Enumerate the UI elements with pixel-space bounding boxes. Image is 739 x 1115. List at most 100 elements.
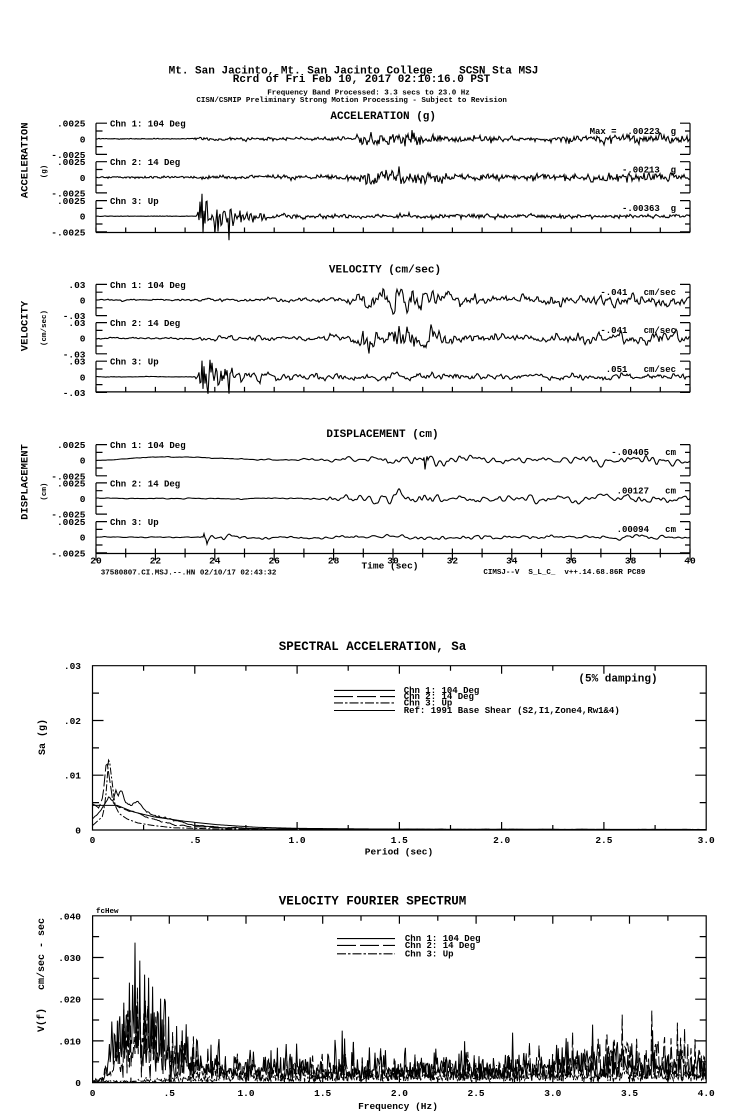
svg-text:VELOCITY: VELOCITY [20, 300, 32, 351]
svg-text:2.5: 2.5 [468, 1088, 485, 1099]
svg-text:0: 0 [75, 1078, 81, 1089]
svg-text:0: 0 [80, 212, 86, 223]
svg-text:0: 0 [80, 296, 86, 307]
svg-text:30: 30 [387, 556, 399, 567]
svg-text:.03: .03 [64, 661, 81, 672]
svg-text:1.0: 1.0 [289, 835, 306, 846]
svg-text:.0025: .0025 [57, 517, 86, 528]
svg-text:.00094 cm: .00094 cm [617, 525, 677, 535]
svg-text:-.0025: -.0025 [51, 510, 86, 521]
svg-text:22: 22 [150, 556, 162, 567]
svg-text:20: 20 [90, 556, 102, 567]
svg-text:.010: .010 [58, 1036, 81, 1047]
svg-text:Chn 2: 14 Deg: Chn 2: 14 Deg [405, 941, 475, 951]
svg-text:26: 26 [268, 556, 280, 567]
svg-text:0: 0 [75, 826, 81, 837]
svg-text:.03: .03 [68, 357, 85, 368]
svg-text:(5% damping): (5% damping) [578, 674, 657, 686]
svg-text:VELOCITY (cm/sec): VELOCITY (cm/sec) [329, 265, 441, 277]
svg-text:Chn 1: 104 Deg: Chn 1: 104 Deg [404, 686, 480, 696]
svg-text:38: 38 [625, 556, 637, 567]
svg-text:Chn 1: 104 Deg: Chn 1: 104 Deg [110, 281, 186, 291]
svg-text:28: 28 [328, 556, 340, 567]
svg-text:.020: .020 [58, 995, 81, 1006]
svg-text:0: 0 [80, 494, 86, 505]
svg-text:-.041 cm/sec: -.041 cm/sec [600, 326, 676, 336]
svg-text:(cm/sec): (cm/sec) [41, 310, 49, 346]
svg-text:Chn 3: Up: Chn 3: Up [110, 518, 159, 528]
svg-text:Chn 2: 14 Deg: Chn 2: 14 Deg [110, 158, 180, 168]
svg-text:3.0: 3.0 [698, 835, 715, 846]
svg-text:0: 0 [80, 173, 86, 184]
svg-text:40: 40 [684, 556, 696, 567]
svg-text:-.0025: -.0025 [51, 548, 86, 559]
svg-text:1.0: 1.0 [237, 1088, 254, 1099]
svg-text:CIMSJ--V S_L_C_ v++.14.68.86: CIMSJ--V S_L_C_ v++.14.68.86R PC89 [483, 569, 646, 577]
svg-text:(g): (g) [41, 165, 49, 179]
svg-text:4.0: 4.0 [698, 1088, 715, 1099]
svg-text:.5: .5 [164, 1088, 176, 1099]
svg-text:.0025: .0025 [57, 440, 86, 451]
svg-text:Max = .00223 g: Max = .00223 g [590, 127, 676, 137]
svg-text:Time (sec): Time (sec) [361, 561, 418, 572]
svg-text:3.5: 3.5 [621, 1088, 638, 1099]
svg-text:Chn 2: 14 Deg: Chn 2: 14 Deg [404, 692, 474, 702]
svg-text:.5: .5 [189, 835, 201, 846]
svg-text:Chn 3: Up: Chn 3: Up [110, 197, 159, 207]
svg-text:-.00363 g: -.00363 g [622, 204, 676, 214]
svg-text:Frequency Band Processed: 3.3: Frequency Band Processed: 3.3 secs to 23… [267, 90, 470, 98]
svg-text:.0025: .0025 [57, 119, 86, 130]
svg-text:-.00213 g: -.00213 g [622, 165, 676, 175]
svg-text:SPECTRAL ACCELERATION, Sa: SPECTRAL ACCELERATION, Sa [279, 640, 467, 654]
svg-text:24: 24 [209, 556, 221, 567]
svg-text:0: 0 [80, 533, 86, 544]
svg-text:34: 34 [506, 556, 518, 567]
svg-text:Period (sec): Period (sec) [365, 847, 433, 858]
svg-text:Chn 1: 104 Deg: Chn 1: 104 Deg [405, 934, 481, 944]
svg-text:Chn 3: Up: Chn 3: Up [404, 698, 453, 708]
svg-text:ACCELERATION: ACCELERATION [20, 122, 32, 198]
svg-text:2.0: 2.0 [391, 1088, 408, 1099]
svg-text:Chn 2: 14 Deg: Chn 2: 14 Deg [110, 479, 180, 489]
svg-text:.051 cm/sec: .051 cm/sec [606, 365, 676, 375]
svg-text:Chn 3: Up: Chn 3: Up [405, 949, 454, 959]
svg-text:Sa (g): Sa (g) [37, 719, 49, 755]
svg-text:-.0025: -.0025 [51, 188, 86, 199]
svg-text:0: 0 [90, 835, 96, 846]
svg-text:CISN/CSMIP Preliminary Strong: CISN/CSMIP Preliminary Strong Motion Pro… [196, 97, 507, 105]
svg-text:0: 0 [80, 134, 86, 145]
svg-text:.0025: .0025 [57, 478, 86, 489]
svg-text:-.00405 cm: -.00405 cm [611, 448, 676, 458]
svg-text:36: 36 [565, 556, 577, 567]
svg-text:Frequency (Hz): Frequency (Hz) [358, 1101, 438, 1112]
svg-text:.040: .040 [58, 911, 81, 922]
svg-text:-.0025: -.0025 [51, 227, 86, 238]
svg-text:-.03: -.03 [63, 311, 86, 322]
svg-text:0: 0 [90, 1088, 96, 1099]
svg-text:1.5: 1.5 [391, 835, 408, 846]
svg-text:Chn 3: Up: Chn 3: Up [110, 358, 159, 368]
svg-text:Chn 1: 104 Deg: Chn 1: 104 Deg [110, 441, 186, 451]
svg-text:.00127 cm: .00127 cm [617, 487, 677, 497]
svg-text:-.0025: -.0025 [51, 150, 86, 161]
svg-text:0: 0 [80, 372, 86, 383]
svg-text:2.5: 2.5 [595, 835, 612, 846]
svg-text:.0025: .0025 [57, 196, 86, 207]
svg-text:fcHew: fcHew [96, 908, 119, 916]
svg-text:Chn 2: 14 Deg: Chn 2: 14 Deg [110, 319, 180, 329]
svg-text:-.0025: -.0025 [51, 471, 86, 482]
svg-text:-.03: -.03 [63, 388, 86, 399]
svg-text:DISPLACEMENT: DISPLACEMENT [20, 444, 32, 520]
svg-text:Rcrd of Fri Feb 10, 2017 02:10: Rcrd of Fri Feb 10, 2017 02:10:16.0 PST [233, 74, 491, 86]
svg-text:3.0: 3.0 [544, 1088, 561, 1099]
svg-text:Ref: 1991 Base Shear (S2,I1,Zo: Ref: 1991 Base Shear (S2,I1,Zone4,Rw1&4) [404, 706, 620, 716]
svg-text:2.0: 2.0 [493, 835, 510, 846]
svg-text:32: 32 [447, 556, 459, 567]
svg-text:V(f) cm/sec - sec: V(f) cm/sec - sec [36, 918, 48, 1032]
svg-text:0: 0 [80, 334, 86, 345]
svg-text:1.5: 1.5 [314, 1088, 331, 1099]
svg-text:37580807.CI.MSJ.--.HN 02/10/17: 37580807.CI.MSJ.--.HN 02/10/17 02:43:32 [101, 570, 277, 578]
svg-text:0: 0 [80, 456, 86, 467]
svg-text:Mt. San Jacinto, Mt. San Jacin: Mt. San Jacinto, Mt. San Jacinto College… [169, 66, 539, 78]
svg-text:-.041 cm/sec: -.041 cm/sec [600, 288, 676, 298]
